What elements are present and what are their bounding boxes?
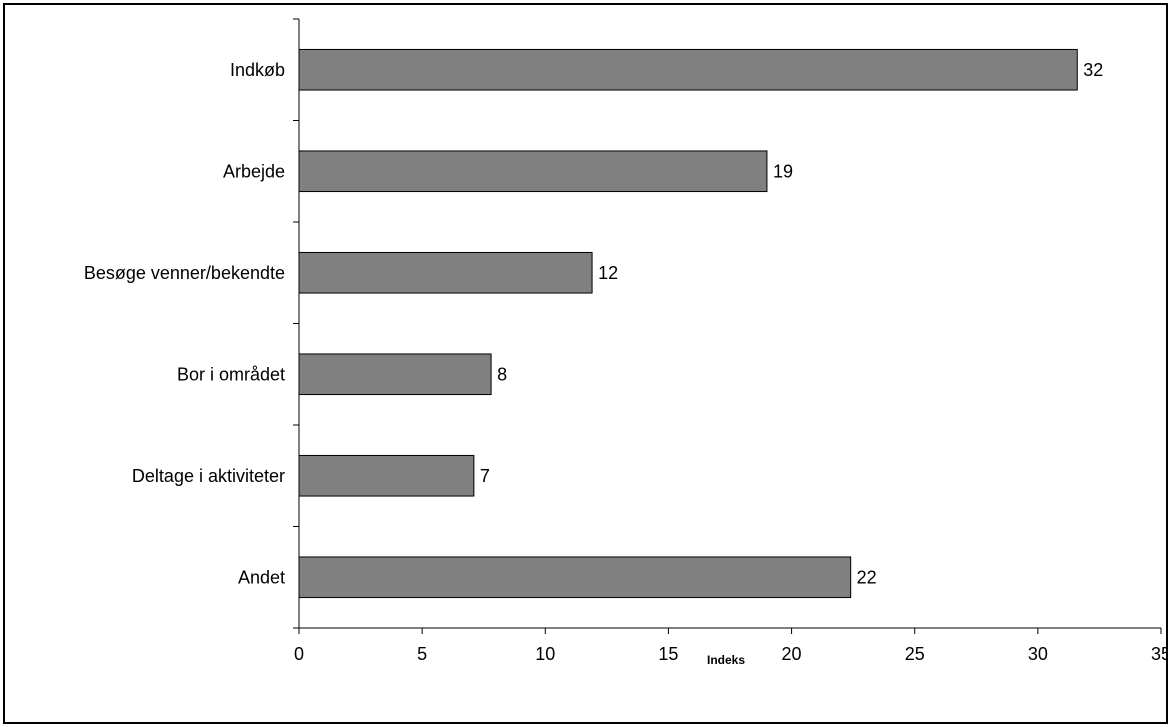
data-label: 22 <box>857 567 877 587</box>
data-label: 32 <box>1083 60 1103 80</box>
category-label: Deltage i aktiviteter <box>132 466 285 486</box>
data-label: 8 <box>497 364 507 384</box>
category-label: Andet <box>238 567 285 587</box>
labels-layer: Indkøb 32 Arbejde 19 Besøge venner/bekendte 1… <box>84 60 1168 664</box>
bar <box>298 150 768 193</box>
bar <box>298 251 593 294</box>
data-label: 12 <box>598 263 618 283</box>
x-tick-label: 0 <box>294 644 304 664</box>
chart-frame: Indkøb 32 Arbejde 19 Besøge venner/bekendte 1… <box>3 3 1168 724</box>
x-tick-label: 30 <box>1028 644 1048 664</box>
x-tick-label: 25 <box>905 644 925 664</box>
x-tick-label: 15 <box>658 644 678 664</box>
bar <box>298 556 852 599</box>
category-label: Besøge venner/bekendte <box>84 263 285 283</box>
x-axis-title: Indeks <box>707 653 745 667</box>
x-tick-label: 35 <box>1151 644 1168 664</box>
x-tick-label: 5 <box>417 644 427 664</box>
x-tick-label: 20 <box>782 644 802 664</box>
category-label: Indkøb <box>230 60 285 80</box>
axes-layer <box>293 18 1162 634</box>
x-tick-label: 10 <box>535 644 555 664</box>
bar <box>298 454 475 497</box>
bar <box>298 353 492 396</box>
bar-chart: Indkøb 32 Arbejde 19 Besøge venner/bekendte 1… <box>84 18 1168 667</box>
category-label: Bor i området <box>177 364 285 384</box>
data-label: 19 <box>773 161 793 181</box>
data-label: 7 <box>480 466 490 486</box>
bar <box>298 48 1078 91</box>
category-label: Arbejde <box>223 161 285 181</box>
bars-layer <box>298 48 1078 599</box>
